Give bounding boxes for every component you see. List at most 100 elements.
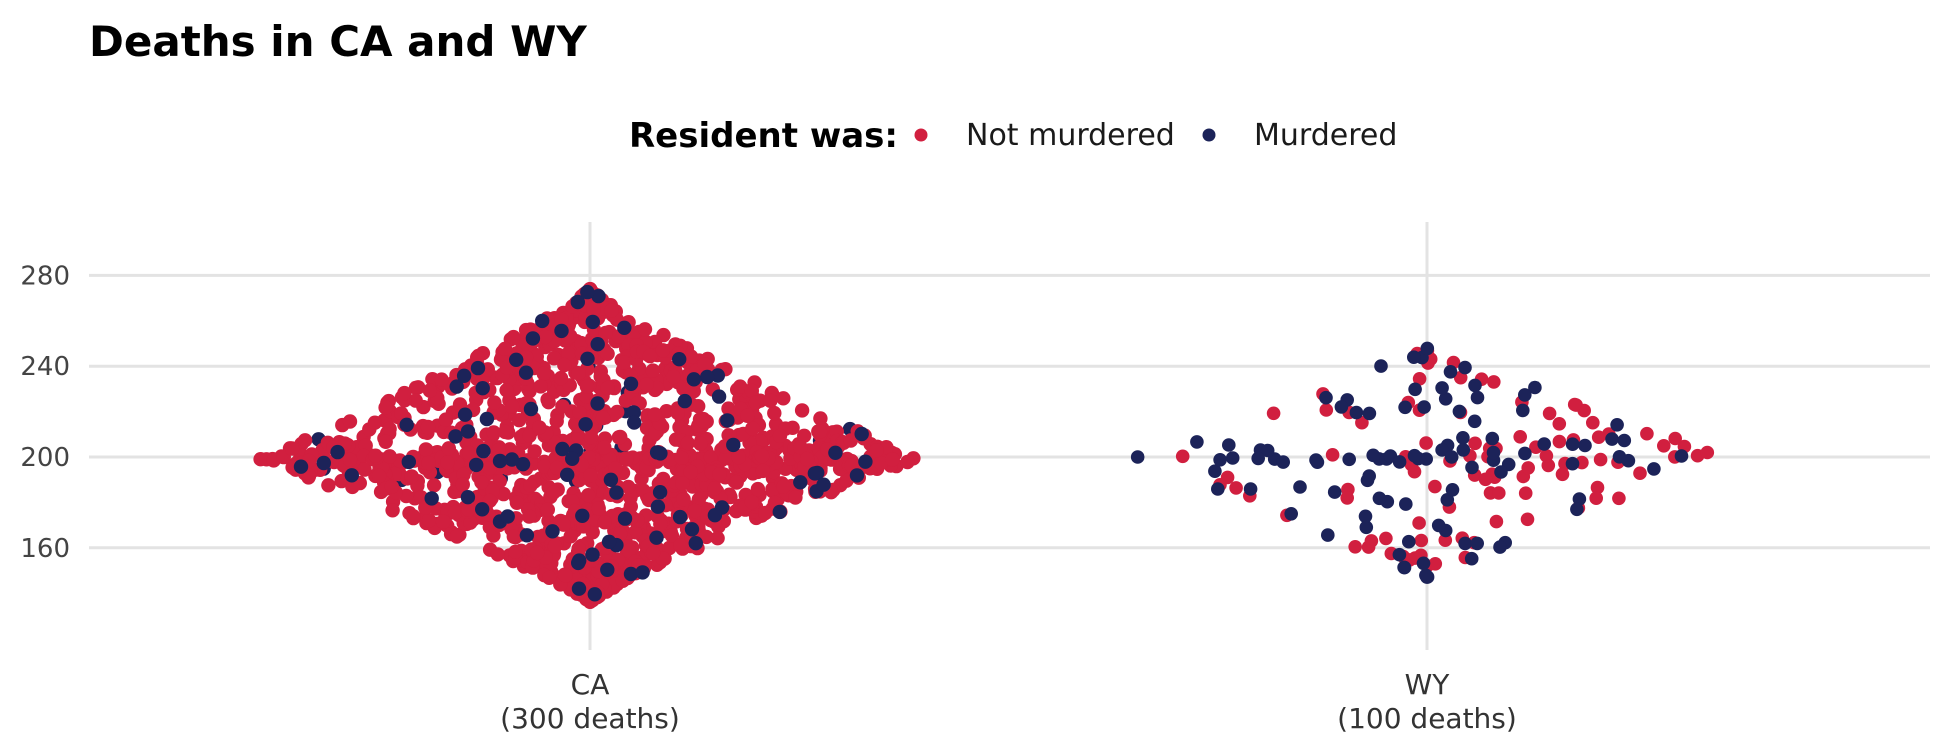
- point-not-murdered: [1492, 486, 1506, 500]
- point-murdered: [293, 459, 309, 474]
- point-murdered: [726, 437, 741, 453]
- point-not-murdered: [461, 445, 477, 461]
- point-murdered: [590, 396, 605, 411]
- point-not-murdered: [772, 428, 788, 443]
- point-murdered: [652, 485, 668, 500]
- point-not-murdered: [441, 441, 456, 456]
- point-murdered: [1485, 431, 1500, 446]
- point-murdered: [1452, 404, 1467, 419]
- point-murdered: [1397, 560, 1411, 575]
- point-not-murdered: [1640, 426, 1654, 441]
- point-murdered: [1284, 507, 1298, 521]
- point-not-murdered: [529, 349, 544, 364]
- point-murdered: [1537, 437, 1551, 451]
- point-murdered: [1494, 465, 1508, 479]
- point-not-murdered: [1325, 448, 1340, 462]
- point-not-murdered: [486, 528, 501, 543]
- point-not-murdered: [521, 509, 537, 524]
- point-not-murdered: [581, 488, 596, 503]
- point-not-murdered: [537, 459, 552, 474]
- point-murdered: [854, 426, 869, 442]
- point-not-murdered: [546, 485, 561, 500]
- point-not-murdered: [487, 395, 502, 410]
- point-not-murdered: [406, 509, 421, 524]
- point-not-murdered: [540, 502, 555, 517]
- point-not-murdered: [556, 517, 571, 532]
- point-murdered: [1610, 418, 1624, 432]
- point-not-murdered: [1700, 445, 1715, 460]
- point-not-murdered: [1668, 431, 1682, 446]
- point-not-murdered: [522, 428, 537, 443]
- point-not-murdered: [435, 514, 451, 529]
- point-murdered: [1276, 455, 1290, 469]
- point-murdered: [515, 457, 531, 472]
- point-not-murdered: [1552, 434, 1567, 449]
- point-not-murdered: [729, 475, 744, 490]
- point-not-murdered: [421, 455, 436, 471]
- point-murdered: [635, 565, 650, 580]
- point-murdered: [1431, 518, 1446, 533]
- point-not-murdered: [691, 492, 706, 507]
- point-murdered: [653, 446, 668, 461]
- point-murdered: [1260, 443, 1275, 458]
- point-not-murdered: [561, 346, 576, 361]
- point-not-murdered: [1414, 533, 1429, 548]
- point-not-murdered: [647, 407, 663, 422]
- point-murdered: [479, 411, 495, 427]
- point-murdered: [617, 320, 632, 335]
- point-not-murdered: [591, 501, 606, 516]
- point-not-murdered: [662, 540, 677, 556]
- point-not-murdered: [394, 406, 409, 421]
- point-murdered: [772, 504, 787, 520]
- point-murdered: [1309, 453, 1323, 467]
- point-not-murdered: [676, 492, 691, 507]
- point-not-murdered: [367, 415, 383, 430]
- point-not-murdered: [547, 539, 563, 554]
- point-murdered: [684, 522, 700, 537]
- point-not-murdered: [385, 503, 400, 518]
- point-not-murdered: [541, 395, 556, 410]
- point-not-murdered: [674, 450, 689, 466]
- point-murdered: [525, 331, 541, 346]
- point-murdered: [1458, 536, 1472, 551]
- point-not-murdered: [748, 395, 764, 410]
- point-murdered: [1358, 509, 1373, 524]
- point-murdered: [565, 451, 580, 466]
- point-murdered: [686, 372, 702, 387]
- point-murdered: [1621, 453, 1636, 468]
- y-axis: 160 200 240 280: [20, 261, 70, 563]
- point-murdered: [1417, 400, 1431, 414]
- point-not-murdered: [755, 463, 771, 479]
- point-murdered: [1420, 341, 1435, 356]
- point-murdered: [1392, 547, 1407, 562]
- legend-title: Resident was:: [629, 116, 898, 156]
- legend-swatch-not-murdered: [914, 128, 928, 142]
- point-murdered: [617, 511, 633, 526]
- point-not-murdered: [583, 430, 599, 445]
- point-murdered: [650, 499, 666, 514]
- point-murdered: [1407, 448, 1422, 463]
- point-not-murdered: [1513, 430, 1527, 444]
- point-not-murdered: [482, 461, 497, 476]
- point-murdered: [677, 393, 692, 409]
- x-category-label: CA: [571, 668, 610, 701]
- point-not-murdered: [523, 478, 538, 493]
- point-not-murdered: [645, 363, 661, 378]
- point-murdered: [858, 454, 873, 469]
- point-not-murdered: [873, 455, 888, 471]
- point-not-murdered: [527, 444, 542, 459]
- point-murdered: [580, 351, 595, 366]
- point-not-murdered: [763, 393, 778, 408]
- point-murdered: [1319, 390, 1333, 405]
- point-murdered: [401, 454, 416, 470]
- point-murdered: [1468, 378, 1482, 393]
- point-not-murdered: [504, 399, 520, 414]
- point-murdered: [580, 284, 595, 300]
- point-murdered: [1464, 551, 1479, 566]
- y-tick-label: 160: [20, 534, 70, 564]
- point-not-murdered: [371, 468, 387, 484]
- point-not-murdered: [1590, 480, 1605, 495]
- point-murdered: [1374, 359, 1388, 373]
- point-not-murdered: [1419, 436, 1433, 450]
- point-murdered: [448, 429, 463, 444]
